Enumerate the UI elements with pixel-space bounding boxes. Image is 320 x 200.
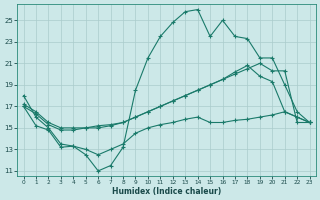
X-axis label: Humidex (Indice chaleur): Humidex (Indice chaleur) — [112, 187, 221, 196]
